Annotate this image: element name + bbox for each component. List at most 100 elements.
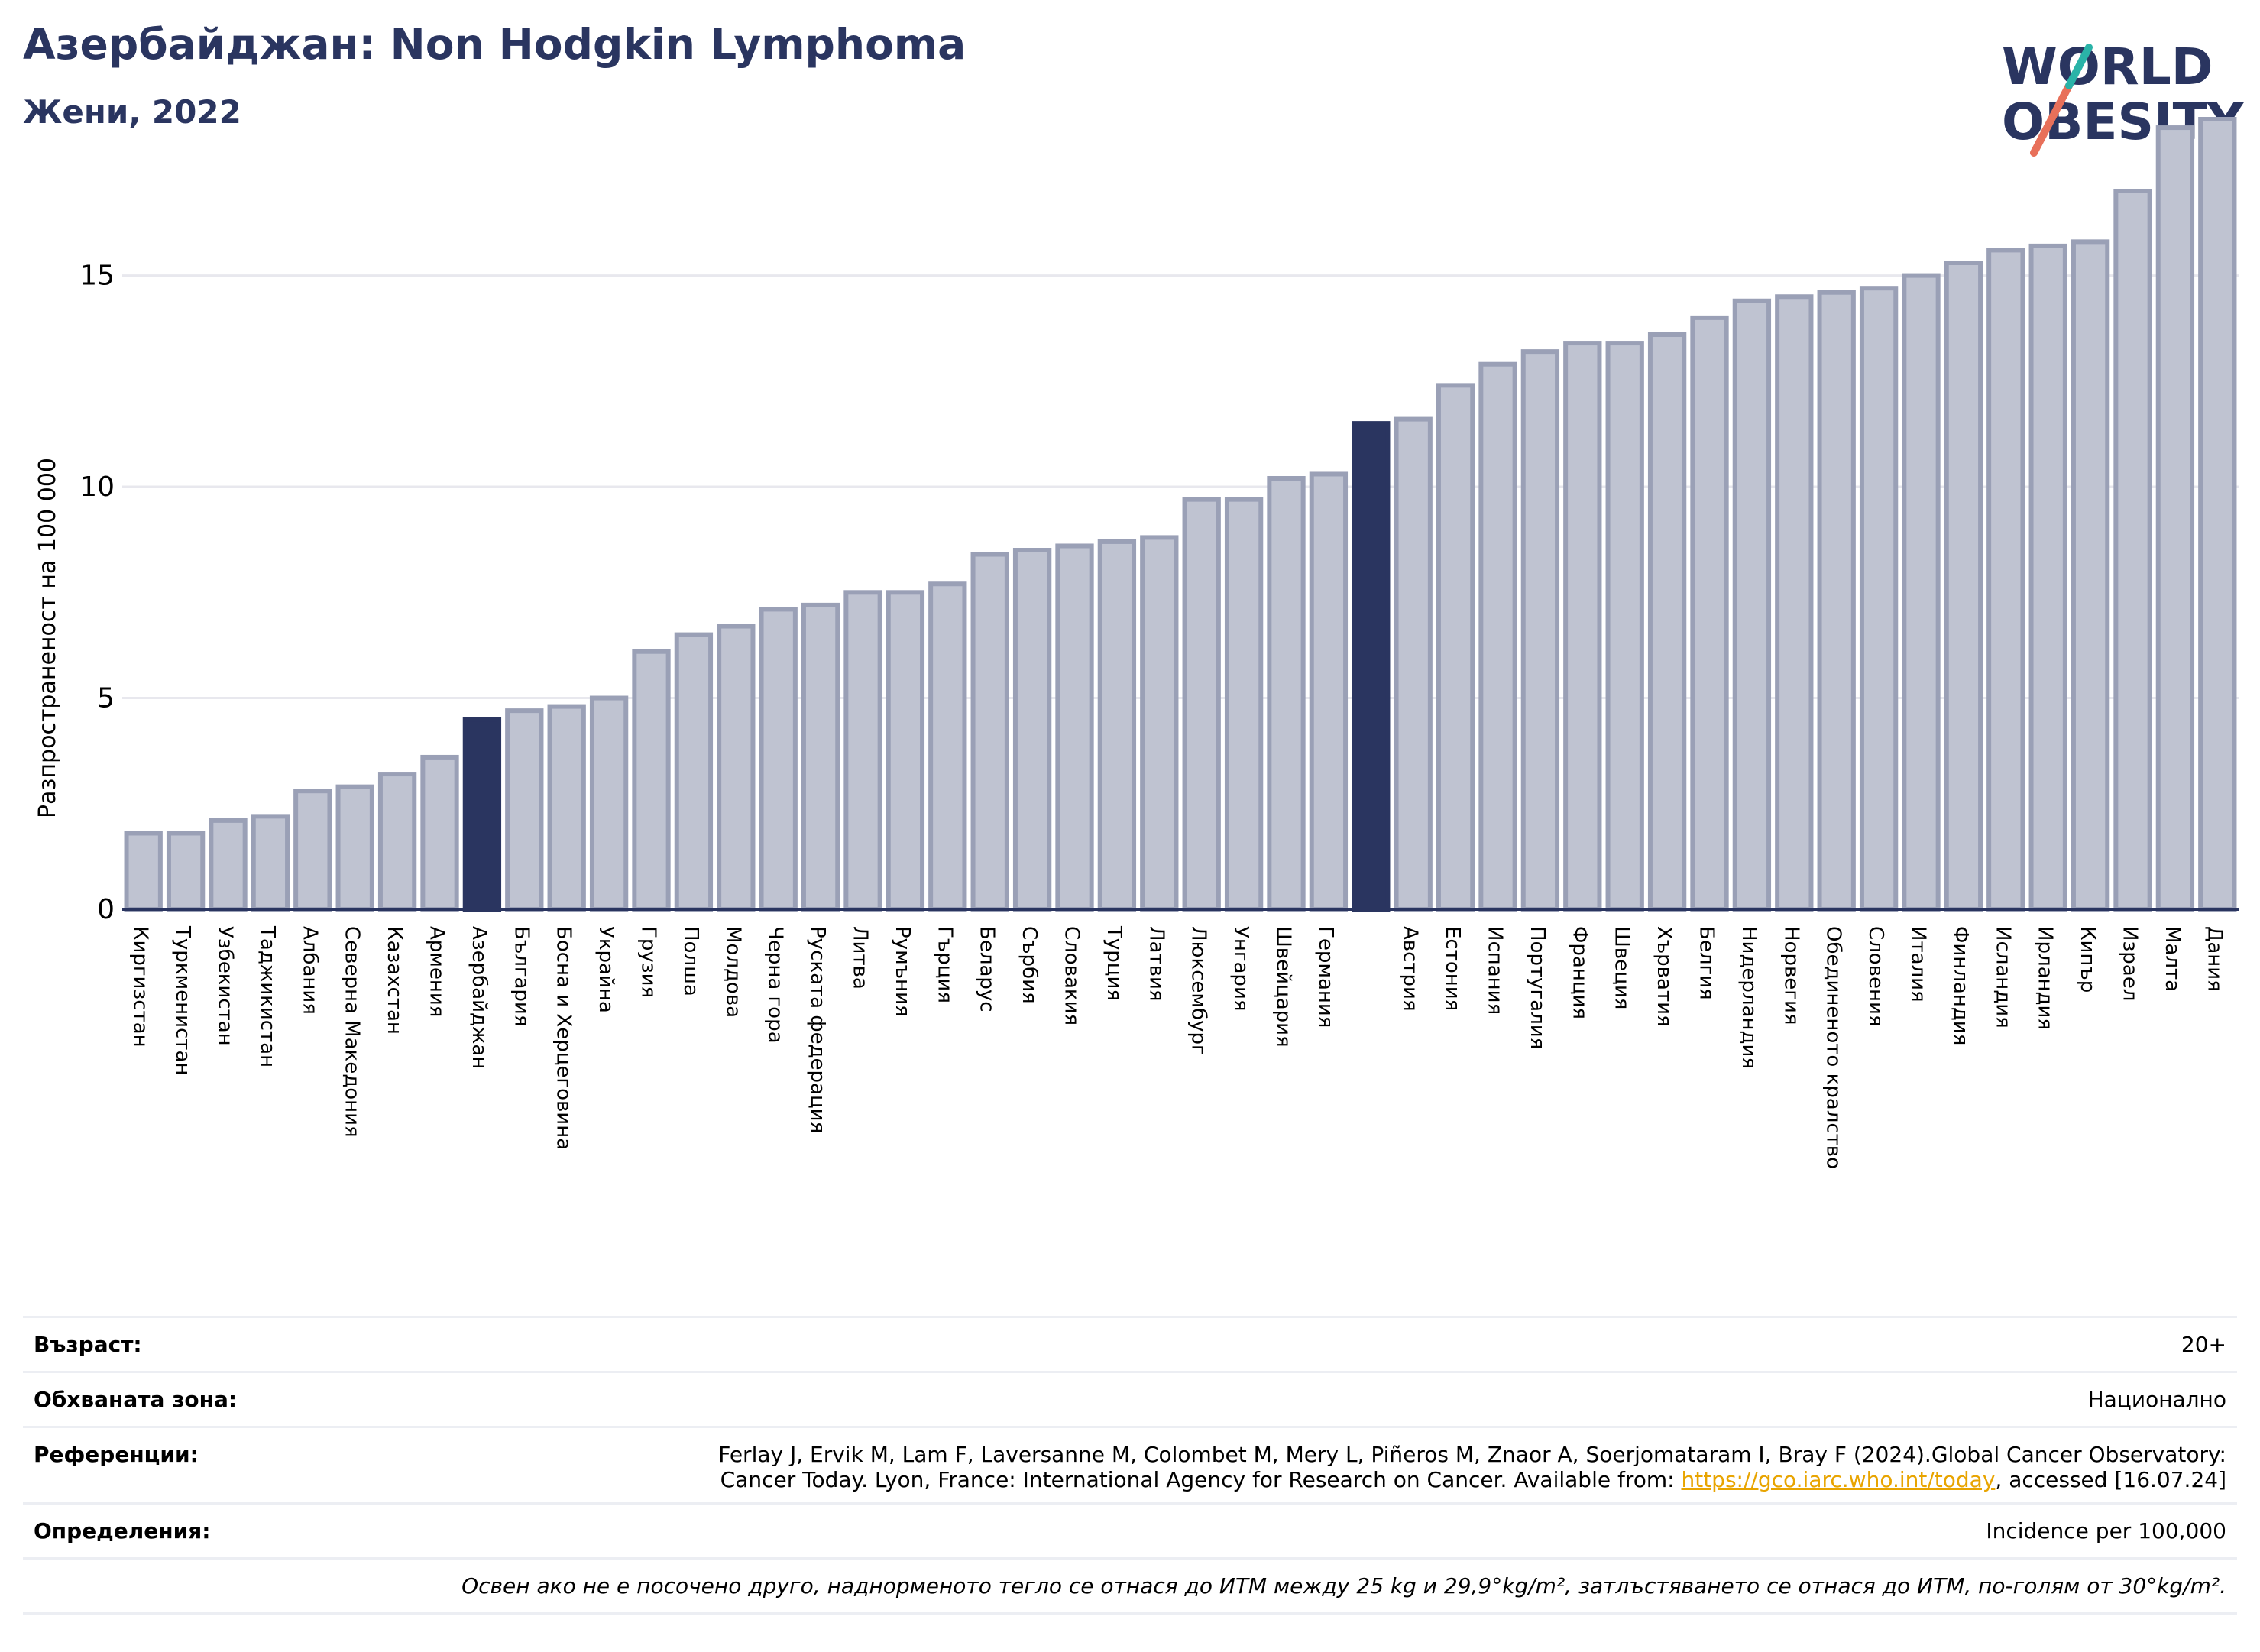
bar: [2113, 189, 2152, 912]
x-tick-label: Хърватия: [1653, 926, 1676, 1027]
x-tick-label: Исландия: [1991, 926, 2014, 1028]
bar: [2028, 243, 2067, 912]
bar: [293, 789, 332, 912]
x-tick-label: Беларус: [976, 926, 999, 1012]
x-tick-label: Нидерландия: [1737, 926, 1760, 1069]
bar: [1224, 497, 1264, 912]
references-accessed: , accessed [16.07.24]: [1995, 1467, 2226, 1492]
x-tick-label: Армения: [426, 926, 448, 1017]
x-tick-label: Швеция: [1611, 926, 1633, 1009]
x-tick-label: Туркменистан: [171, 925, 194, 1075]
bar: [2198, 117, 2237, 912]
bar: [1859, 286, 1899, 912]
x-tick-label: Австрия: [1399, 926, 1422, 1012]
y-tick-label: 15: [79, 261, 115, 292]
bar-highlight: [462, 717, 502, 912]
x-tick-label: Словакия: [1060, 926, 1083, 1025]
bar: [1267, 476, 1306, 912]
info-table: Възраст: 20+ Обхваната зона: Национално …: [23, 1316, 2237, 1615]
x-tick-label: Руската федерация: [806, 926, 829, 1133]
x-tick-label: Обединеното кралство: [1822, 926, 1845, 1169]
bar: [1563, 341, 1602, 912]
y-axis-title: Разпространеност на 100 000: [34, 458, 61, 818]
bar: [124, 831, 163, 912]
bar: [1986, 248, 2025, 912]
definitions-value: Incidence per 100,000: [306, 1502, 2237, 1559]
bar: [1690, 315, 1729, 912]
x-tick-label: Узбекистан: [214, 926, 237, 1046]
x-tick-label: Гърция: [933, 926, 956, 1003]
x-tick-label: България: [510, 926, 533, 1026]
references-line-1: Ferlay J, Ervik M, Lam F, Laversanne M, …: [718, 1442, 2226, 1467]
bar: [1775, 294, 1814, 912]
references-value: Ferlay J, Ervik M, Lam F, Laversanne M, …: [306, 1426, 2237, 1504]
x-tick-label: Черна гора: [764, 926, 787, 1044]
x-tick-label: Малта: [2161, 926, 2184, 992]
x-tick-label: Сърбия: [1018, 926, 1041, 1004]
bar: [1182, 497, 1221, 912]
bar: [1394, 416, 1433, 912]
bar: [251, 814, 290, 912]
x-tick-label: Унгария: [1229, 926, 1252, 1011]
bar: [674, 632, 714, 912]
y-axis: 0 5 10 15: [79, 261, 115, 925]
bar: [420, 754, 459, 912]
x-tick-label: Полша: [679, 926, 702, 996]
bar: [1309, 471, 1349, 912]
x-tick-label: Таджикистан: [256, 925, 279, 1067]
bar: [1605, 341, 1644, 912]
bar: [928, 581, 967, 912]
bar: [166, 831, 206, 912]
bar: [717, 624, 756, 912]
bar-chart: 0 5 10 15 Киргизстан Туркменистан Узбекистан Т…: [34, 117, 2239, 1169]
references-label: Референции:: [23, 1426, 307, 1504]
x-tick-label: Киргизстан: [129, 926, 152, 1048]
area-label: Обхваната зона:: [23, 1371, 307, 1427]
x-tick-label: Северна Македония: [341, 926, 364, 1138]
bars: [122, 117, 2239, 912]
bar: [1140, 535, 1179, 912]
bar: [1944, 261, 1983, 912]
bar: [1732, 298, 1772, 912]
x-tick-label: Кипър: [2076, 926, 2099, 993]
bar: [377, 772, 417, 912]
bar: [1520, 349, 1560, 912]
x-tick-label: Швейцария: [1272, 926, 1295, 1048]
x-tick-label: Франция: [1568, 926, 1591, 1019]
bar: [1817, 290, 1856, 912]
references-text: Cancer Today. Lyon, France: Internationa…: [720, 1467, 1682, 1492]
x-tick-label: Италия: [1907, 926, 1930, 1003]
x-tick-label: Израел: [2119, 926, 2142, 1001]
bar: [843, 590, 882, 912]
references-link[interactable]: https://gco.iarc.who.int/today: [1681, 1467, 1996, 1492]
bar: [2071, 239, 2110, 912]
x-tick-label: Грузия: [637, 926, 660, 998]
bar: [1012, 548, 1052, 912]
x-tick-label: Казахстан: [383, 926, 406, 1035]
x-tick-label: Норвегия: [1779, 926, 1802, 1025]
age-value: 20+: [306, 1316, 2237, 1372]
x-tick-label: Латвия: [1145, 926, 1167, 1002]
x-tick-label: Люксембург: [1187, 926, 1210, 1055]
x-tick-label: Молдова: [721, 926, 744, 1018]
bar: [632, 649, 671, 912]
definitions-label: Определения:: [23, 1502, 307, 1559]
x-axis-labels: Киргизстан Туркменистан Узбекистан Таджикис…: [129, 925, 2226, 1169]
bar: [505, 708, 544, 912]
bar: [209, 818, 248, 912]
bar: [801, 602, 840, 912]
x-tick-label: Естония: [1441, 926, 1464, 1011]
x-tick-label: Литва: [849, 926, 872, 990]
bar: [1436, 383, 1475, 912]
bar: [970, 552, 1009, 912]
bar-highlight: [1352, 421, 1391, 912]
y-tick-label: 0: [97, 894, 115, 925]
x-tick-label: Словения: [1864, 926, 1887, 1027]
bar: [2155, 125, 2195, 912]
bar: [1647, 332, 1687, 912]
bar: [759, 607, 798, 912]
bar: [547, 704, 586, 912]
bar: [1097, 539, 1137, 912]
x-tick-label: Румъния: [891, 926, 914, 1017]
bar: [1902, 273, 1941, 912]
